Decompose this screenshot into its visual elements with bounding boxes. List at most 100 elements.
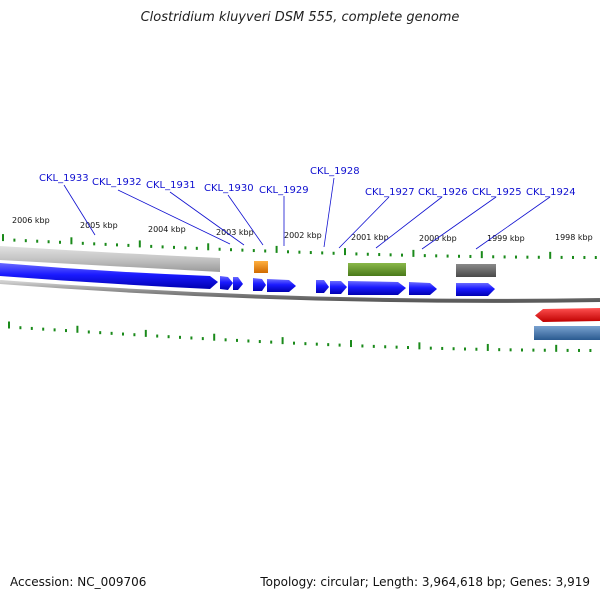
gene-label-ckl-1932[interactable]: CKL_1932 bbox=[92, 177, 142, 188]
minor-tick bbox=[423, 254, 426, 258]
minor-tick bbox=[532, 348, 535, 352]
gene-label-ckl-1924[interactable]: CKL_1924 bbox=[526, 187, 576, 198]
kbp-label: 2005 kbp bbox=[80, 221, 118, 230]
minor-tick bbox=[59, 240, 61, 244]
minor-tick bbox=[543, 348, 546, 352]
major-tick bbox=[412, 249, 415, 257]
minor-tick bbox=[498, 348, 501, 352]
minor-tick bbox=[201, 337, 204, 341]
minor-tick bbox=[93, 242, 96, 246]
minor-tick bbox=[372, 344, 375, 348]
minor-tick bbox=[304, 342, 307, 346]
major-tick bbox=[480, 251, 483, 259]
major-tick bbox=[418, 342, 421, 350]
gene-arrow-ckl-1933[interactable] bbox=[0, 263, 218, 289]
gene-label-ckl-1931[interactable]: CKL_1931 bbox=[146, 180, 196, 191]
green-feature[interactable] bbox=[348, 263, 406, 276]
kbp-label-group: 2006 kbp 2005 kbp 2004 kbp 2003 kbp 2002… bbox=[12, 216, 593, 243]
minor-tick bbox=[509, 348, 512, 352]
gene-arrow-ckl-1932[interactable] bbox=[220, 276, 233, 290]
major-tick bbox=[275, 245, 278, 253]
minor-tick bbox=[441, 346, 444, 350]
major-tick bbox=[281, 337, 284, 345]
leader-line bbox=[421, 196, 497, 250]
gene-arrow-ckl-1927[interactable] bbox=[330, 281, 347, 294]
gene-label-ckl-1927[interactable]: CKL_1927 bbox=[365, 187, 415, 198]
gene-label-ckl-1928[interactable]: CKL_1928 bbox=[310, 166, 360, 177]
minor-tick bbox=[458, 254, 460, 258]
leader-line bbox=[323, 177, 335, 248]
minor-tick bbox=[389, 253, 392, 257]
gene-label-ckl-1926[interactable]: CKL_1926 bbox=[418, 187, 468, 198]
minor-tick bbox=[42, 327, 45, 331]
minor-tick bbox=[236, 338, 238, 342]
major-tick bbox=[76, 325, 79, 333]
minor-tick bbox=[315, 342, 318, 346]
kbp-label: 1998 kbp bbox=[555, 233, 593, 242]
kbp-label: 2003 kbp bbox=[216, 228, 254, 237]
minor-tick bbox=[378, 253, 381, 257]
minor-tick bbox=[537, 255, 540, 259]
leader-line bbox=[475, 196, 551, 250]
leader-line bbox=[375, 196, 443, 249]
minor-tick bbox=[150, 244, 153, 248]
minor-tick bbox=[560, 255, 563, 259]
minor-tick bbox=[515, 255, 517, 259]
major-tick bbox=[549, 251, 552, 259]
kbp-label: 2001 kbp bbox=[351, 233, 389, 242]
kbp-label: 2004 kbp bbox=[148, 225, 186, 234]
minor-tick bbox=[521, 348, 523, 352]
minor-tick bbox=[384, 345, 387, 349]
minor-tick bbox=[492, 255, 495, 259]
minor-tick bbox=[264, 249, 267, 253]
minor-tick bbox=[218, 247, 221, 251]
minor-tick bbox=[122, 332, 124, 336]
steel-blue-feature[interactable] bbox=[534, 326, 600, 340]
gene-arrow-ckl-1925[interactable] bbox=[409, 282, 437, 295]
minor-tick bbox=[19, 326, 22, 330]
kbp-label: 2002 kbp bbox=[284, 231, 322, 240]
minor-tick bbox=[309, 251, 312, 255]
gene-arrow-ckl-1924[interactable] bbox=[456, 283, 495, 296]
minor-tick bbox=[583, 255, 586, 259]
minor-tick bbox=[13, 238, 16, 242]
gene-label-ckl-1925[interactable]: CKL_1925 bbox=[472, 187, 522, 198]
minor-tick bbox=[167, 335, 170, 339]
gene-arrow-ckl-1931[interactable] bbox=[233, 277, 243, 290]
kbp-label: 2000 kbp bbox=[419, 234, 457, 243]
minor-tick bbox=[332, 251, 335, 255]
orange-feature[interactable] bbox=[254, 261, 268, 273]
gene-label-ckl-1930[interactable]: CKL_1930 bbox=[204, 183, 254, 194]
major-tick bbox=[207, 243, 210, 251]
kbp-label: 1999 kbp bbox=[487, 234, 525, 243]
gene-arrow-ckl-1926[interactable] bbox=[348, 281, 406, 295]
gray-feature[interactable] bbox=[456, 264, 496, 277]
gene-label-ckl-1933[interactable]: CKL_1933 bbox=[39, 173, 89, 184]
minor-tick bbox=[156, 334, 159, 338]
minor-tick bbox=[179, 335, 181, 339]
minor-tick bbox=[24, 239, 27, 243]
minor-tick bbox=[87, 330, 90, 334]
minor-tick bbox=[53, 328, 56, 332]
minor-tick bbox=[298, 250, 301, 254]
minor-tick bbox=[270, 340, 273, 344]
minor-tick bbox=[407, 346, 409, 350]
major-tick bbox=[555, 344, 558, 352]
gene-arrow-ckl-1928[interactable] bbox=[316, 280, 329, 293]
minor-tick bbox=[464, 347, 466, 351]
minor-tick bbox=[287, 250, 289, 254]
minor-tick bbox=[446, 254, 449, 258]
major-tick bbox=[344, 248, 346, 256]
gene-label-group: CKL_1933 CKL_1932 CKL_1931 CKL_1930 CKL_… bbox=[39, 166, 576, 198]
minor-tick bbox=[230, 248, 232, 252]
gene-label-ckl-1929[interactable]: CKL_1929 bbox=[259, 185, 309, 196]
leader-line bbox=[117, 189, 231, 245]
minor-tick bbox=[173, 245, 175, 249]
minor-tick bbox=[195, 246, 198, 250]
red-feature[interactable] bbox=[535, 308, 600, 322]
gene-arrow-ckl-1929[interactable] bbox=[267, 279, 296, 292]
minor-tick bbox=[116, 243, 118, 247]
major-tick bbox=[2, 234, 4, 242]
gene-arrow-ckl-1930[interactable] bbox=[253, 278, 266, 291]
